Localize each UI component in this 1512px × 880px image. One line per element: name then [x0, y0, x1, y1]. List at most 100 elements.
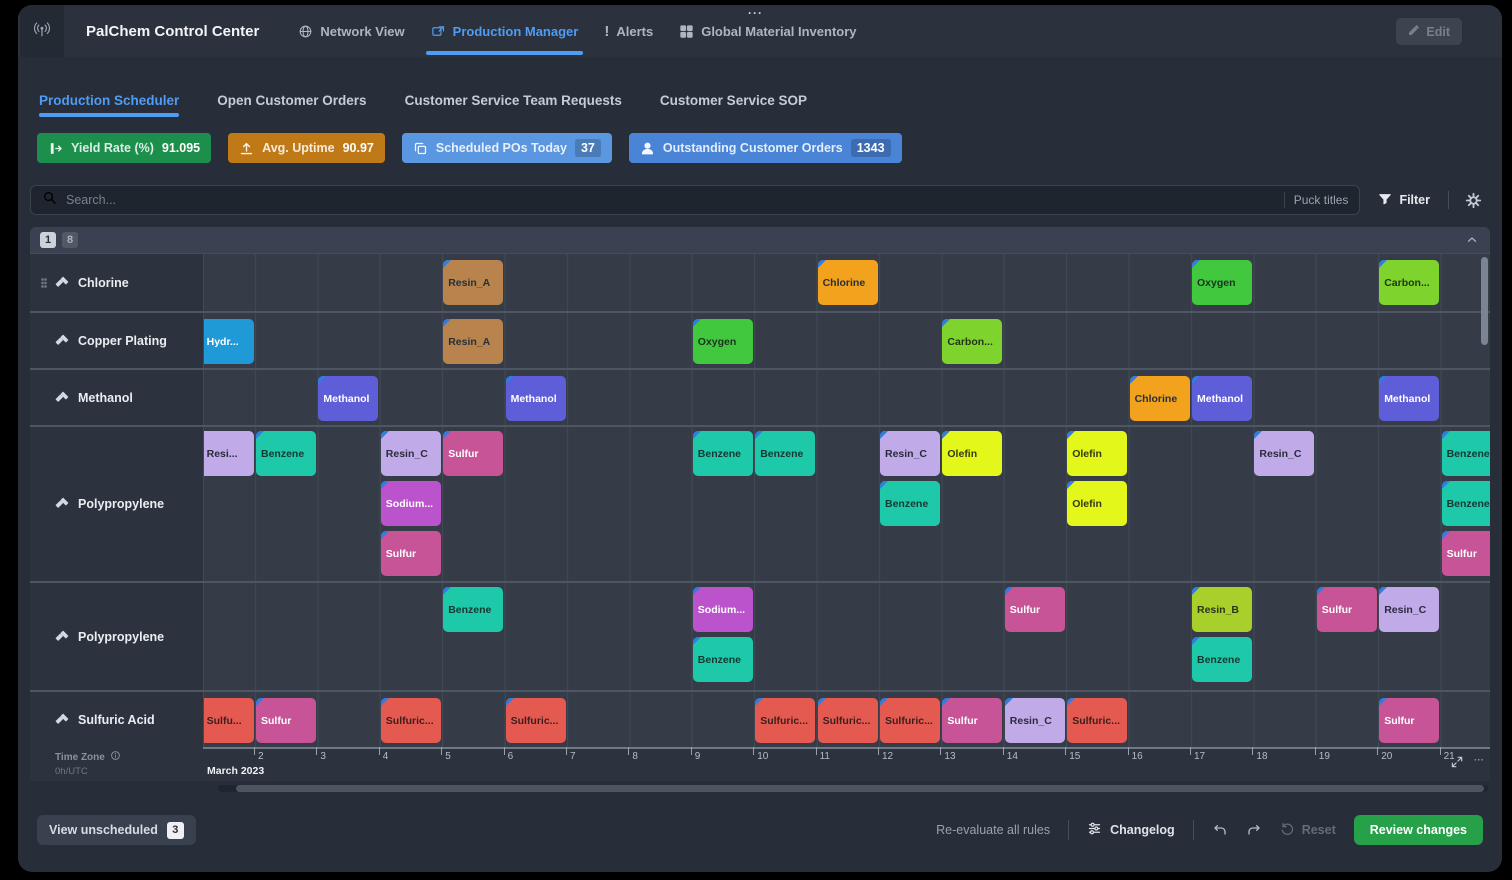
stat-pill[interactable]: Avg. Uptime 90.97 [228, 133, 385, 163]
puck[interactable]: Benzene [880, 481, 940, 526]
puck[interactable]: Methanol [318, 376, 379, 421]
drag-handle-icon[interactable] [38, 277, 50, 289]
puck[interactable]: Sulfuric... [817, 698, 878, 743]
tab-3[interactable]: Customer Service SOP [659, 92, 807, 108]
info-icon[interactable] [110, 750, 121, 764]
puck[interactable]: Methanol [1379, 376, 1440, 421]
puck[interactable]: Sulfur [942, 698, 1003, 743]
timeline-day-label: 3 [320, 751, 326, 762]
row-label[interactable]: Copper Plating [30, 313, 203, 368]
puck[interactable]: Benzene [755, 431, 816, 476]
page-badge[interactable]: 1 [40, 232, 56, 248]
puck[interactable]: Hydr... [204, 319, 254, 364]
puck[interactable]: Oxygen [1192, 260, 1252, 305]
puck[interactable]: Oxygen [692, 319, 753, 364]
puck[interactable]: Sodium... [692, 587, 753, 632]
stat-pill[interactable]: Yield Rate (%) 91.095 [37, 133, 212, 163]
puck[interactable]: Resin_C [380, 431, 441, 476]
puck[interactable]: Chlorine [817, 260, 878, 305]
horizontal-scrollbar[interactable] [30, 785, 1490, 792]
nav-production-manager[interactable]: Production Manager [418, 5, 592, 57]
view-unscheduled-button[interactable]: View unscheduled 3 [37, 815, 196, 845]
redo-icon[interactable] [1246, 822, 1262, 838]
settings-gear-icon[interactable] [1465, 192, 1482, 209]
search-box[interactable]: Puck titles [30, 185, 1361, 215]
stat-pill[interactable]: Outstanding Customer Orders 1343 [628, 133, 902, 163]
puck[interactable]: Resin_C [1254, 431, 1315, 476]
reset-label: Reset [1301, 823, 1336, 837]
more-options-icon[interactable]: ··· [748, 6, 763, 20]
puck[interactable]: Sulfur [1004, 587, 1065, 632]
vertical-scrollbar[interactable] [1481, 257, 1488, 345]
puck[interactable]: Resin_A [443, 260, 504, 305]
puck[interactable]: Sulfur [1316, 587, 1377, 632]
nav-alerts[interactable]: ! Alerts [591, 5, 666, 57]
tab-1[interactable]: Open Customer Orders [217, 92, 367, 108]
stat-label: Outstanding Customer Orders [662, 141, 843, 155]
timeline-tick [753, 747, 755, 755]
puck[interactable]: Methanol [1192, 376, 1252, 421]
puck[interactable]: Benzene [692, 637, 753, 682]
nav-network-view[interactable]: Network View [285, 5, 417, 57]
puck[interactable]: Sulfur [1441, 531, 1490, 576]
timeline-tick [378, 747, 380, 755]
edit-button[interactable]: Edit [1396, 18, 1462, 45]
puck[interactable]: Benzene [692, 431, 753, 476]
puck[interactable]: Resin_A [443, 319, 504, 364]
puck[interactable]: Sulfur [380, 531, 441, 576]
puck[interactable]: Benzene [1441, 431, 1490, 476]
stat-pill[interactable]: Scheduled POs Today 37 [401, 133, 612, 163]
puck[interactable]: Carbon... [942, 319, 1003, 364]
nav-global-material-inventory[interactable]: Global Material Inventory [666, 5, 869, 57]
chevron-up-icon[interactable] [1466, 234, 1478, 246]
puck[interactable]: Resin_C [880, 431, 940, 476]
puck[interactable]: Sulfu... [204, 698, 254, 743]
timeline-more-icon[interactable]: ··· [1474, 755, 1484, 766]
tab-0[interactable]: Production Scheduler [39, 92, 180, 117]
puck[interactable]: Benzene [443, 587, 504, 632]
puck[interactable]: Sulfuric... [1067, 698, 1128, 743]
timeline-day-label: 11 [819, 751, 830, 762]
puck[interactable]: Resin_C [1004, 698, 1065, 743]
row-label[interactable]: Chlorine [30, 254, 203, 311]
puck[interactable]: Olefin [1067, 431, 1128, 476]
scrollbar-thumb[interactable] [236, 785, 1484, 792]
puck[interactable]: Sulfuric... [380, 698, 441, 743]
divider [1192, 820, 1194, 840]
row-label[interactable]: Polypropylene [30, 583, 203, 690]
puck[interactable]: Sulfur [256, 698, 316, 743]
reevaluate-rules-button[interactable]: Re-evaluate all rules [936, 823, 1051, 837]
puck[interactable]: Sulfuric... [880, 698, 940, 743]
puck[interactable]: Resin_C [1379, 587, 1440, 632]
puck[interactable]: Benzene [1441, 481, 1490, 526]
tab-2[interactable]: Customer Service Team Requests [404, 92, 622, 108]
puck[interactable]: Benzene [256, 431, 316, 476]
puck[interactable]: Carbon... [1379, 260, 1440, 305]
row-label[interactable]: Sulfuric Acid [30, 692, 203, 747]
puck[interactable]: Resi... [204, 431, 254, 476]
row-label[interactable]: Methanol [30, 370, 203, 425]
puck[interactable]: Olefin [1067, 481, 1128, 526]
puck[interactable]: Sodium... [380, 481, 441, 526]
hammer-icon [55, 276, 69, 290]
reset-button[interactable]: Reset [1280, 821, 1336, 839]
puck[interactable]: Sulfur [1379, 698, 1440, 743]
undo-icon[interactable] [1212, 822, 1228, 838]
review-changes-button[interactable]: Review changes [1353, 815, 1483, 845]
search-input[interactable] [66, 193, 1275, 207]
puck[interactable]: Resin_B [1192, 587, 1252, 632]
row-label[interactable]: Polypropylene [30, 427, 203, 581]
puck[interactable]: Sulfuric... [755, 698, 816, 743]
puck[interactable]: Sulfur [443, 431, 504, 476]
puck[interactable]: Sulfuric... [505, 698, 566, 743]
globe-icon [298, 24, 313, 39]
puck[interactable]: Olefin [942, 431, 1003, 476]
filter-button[interactable]: Filter [1378, 192, 1430, 209]
puck[interactable]: Chlorine [1129, 376, 1190, 421]
puck-titles-toggle[interactable]: Puck titles [1293, 193, 1349, 207]
puck[interactable]: Benzene [1192, 637, 1252, 682]
changelog-button[interactable]: Changelog [1087, 821, 1175, 839]
board-icon [431, 24, 446, 39]
puck[interactable]: Methanol [505, 376, 566, 421]
expand-icon[interactable] [1450, 755, 1464, 769]
